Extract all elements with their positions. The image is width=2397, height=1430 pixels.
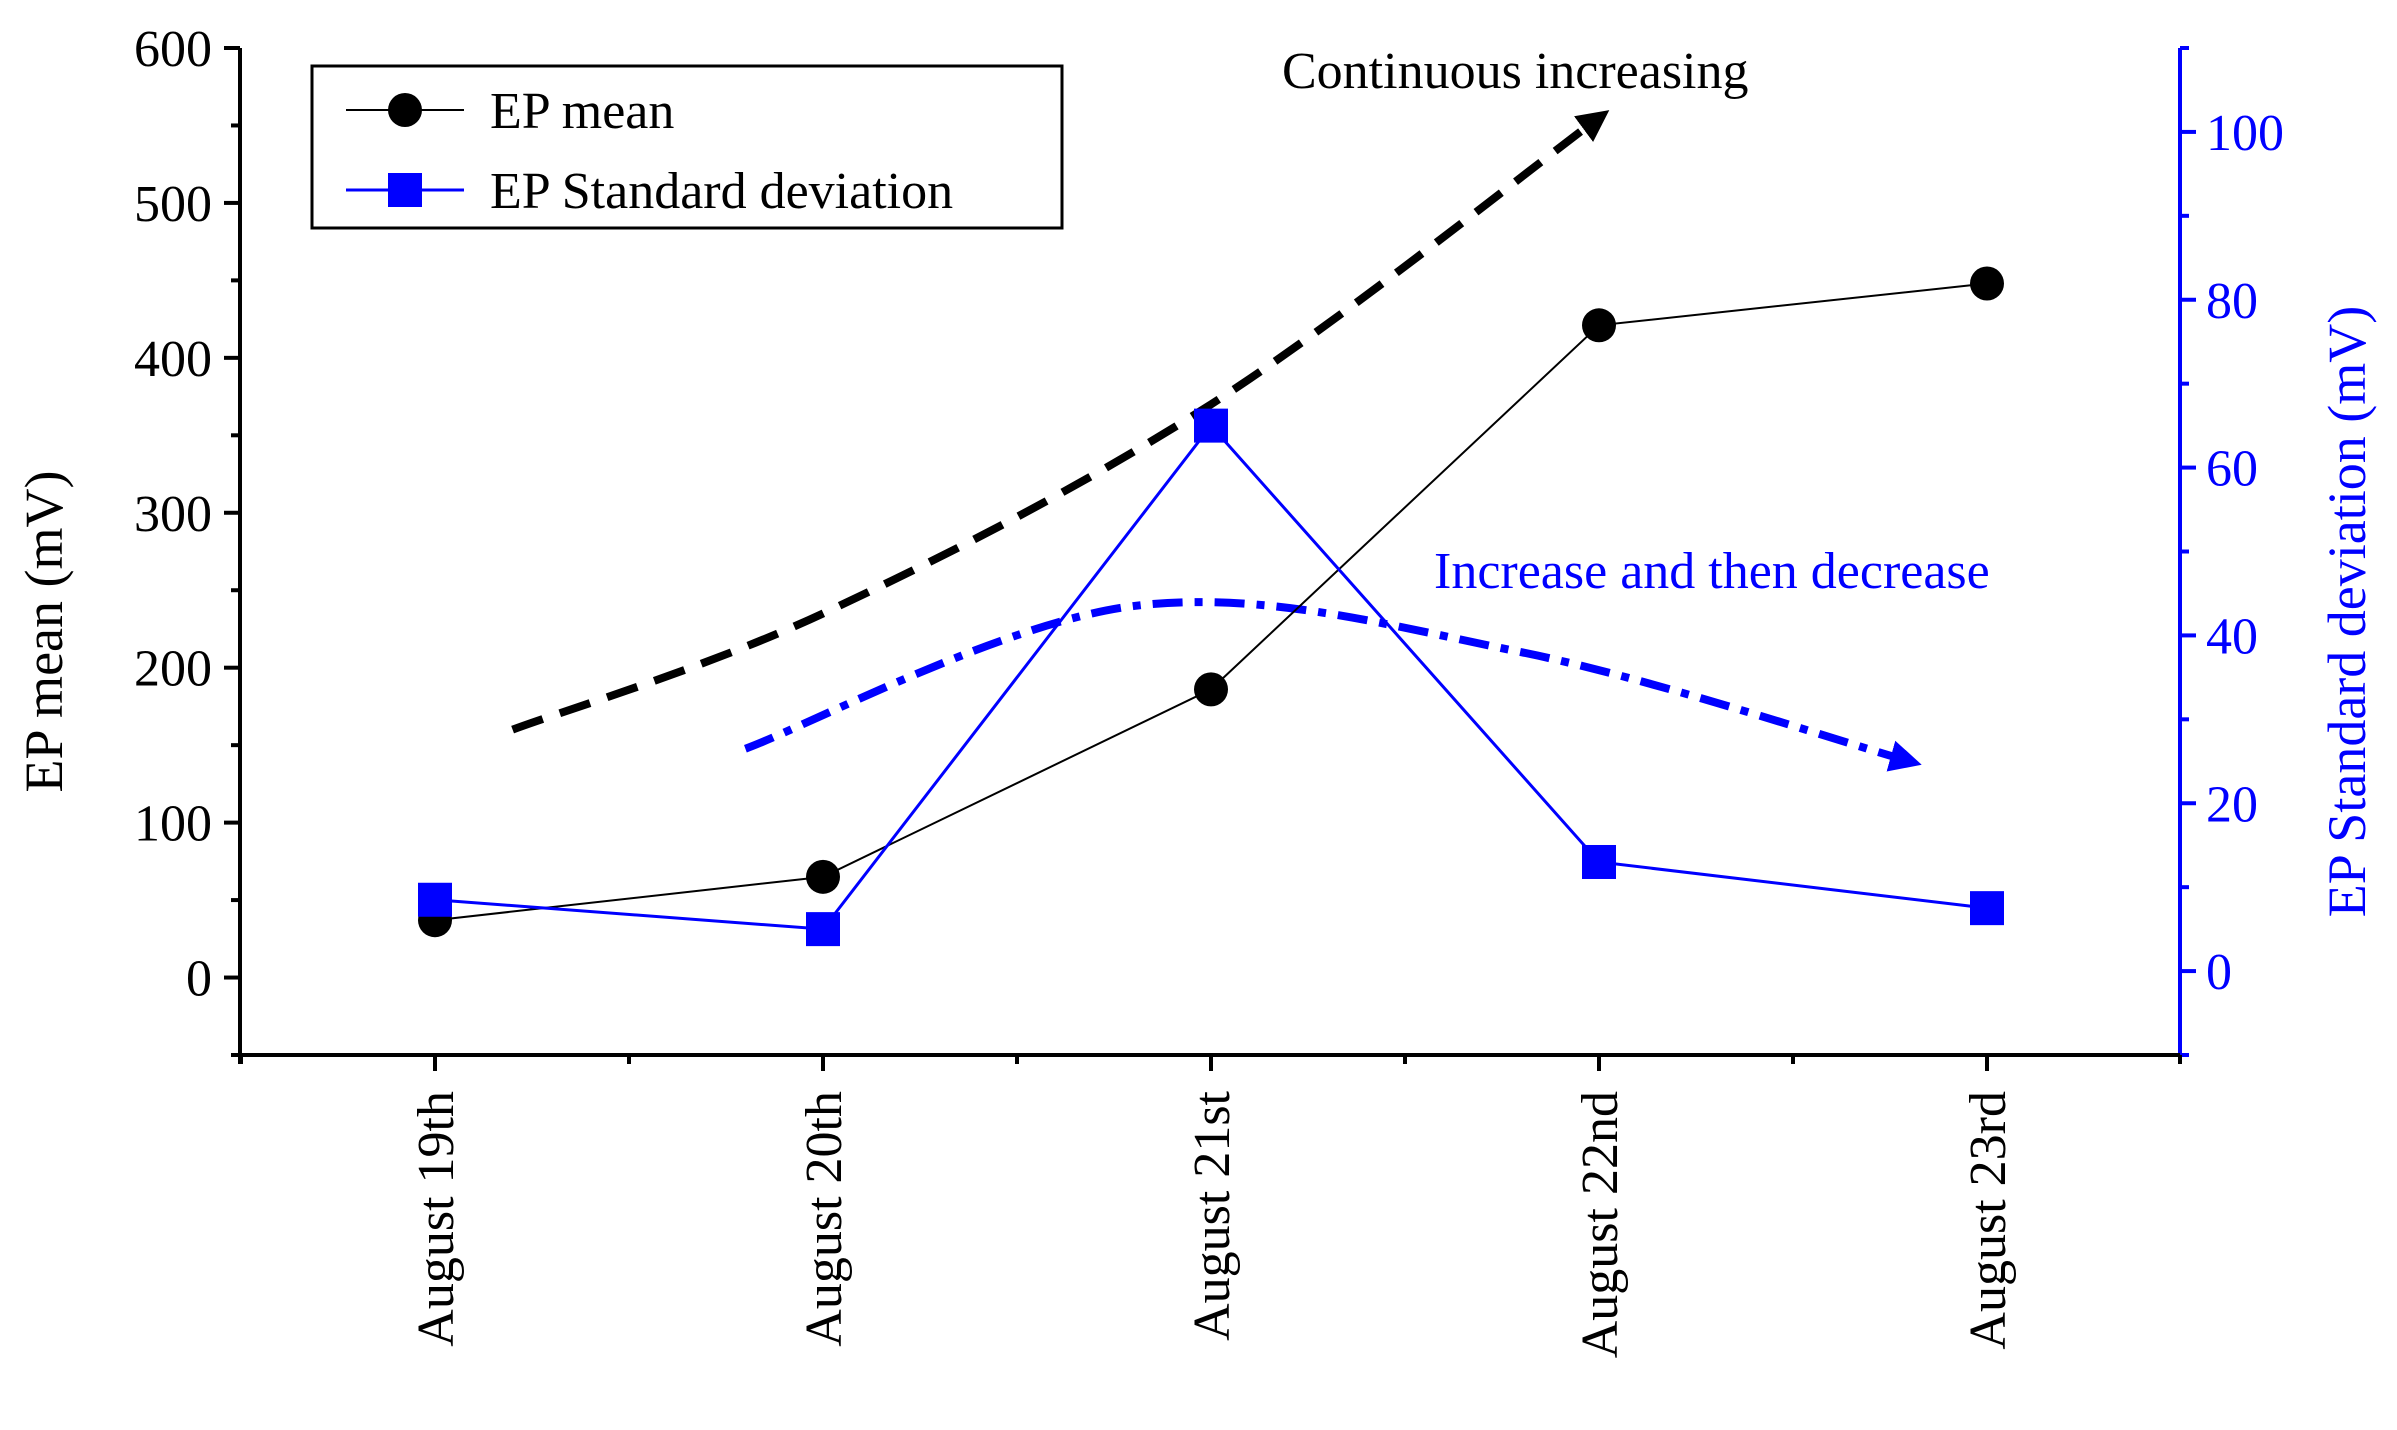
left-tick-label: 200 — [134, 641, 212, 698]
ep-mean-point — [1194, 672, 1228, 707]
axes-layer: 0 100 200 300 400 500 600 0 20 40 60 80 100 August … — [14, 21, 2377, 1358]
legend: EP mean EP Standard deviation — [310, 64, 1064, 230]
bottom-axis-ticks: August 19th August 20th August 21st August … — [238, 1055, 2182, 1358]
category-label: August 23rd — [1960, 1091, 2017, 1350]
ep-std-point — [1582, 844, 1616, 879]
ep-std-point — [418, 882, 452, 917]
increase-then-decrease-arrow — [744, 598, 1922, 772]
ep-mean-point — [1970, 266, 2004, 301]
annotation-layer — [511, 110, 1922, 772]
right-tick-label: 80 — [2206, 273, 2258, 330]
legend-label: EP mean — [490, 83, 674, 140]
right-tick-label: 20 — [2206, 776, 2258, 833]
left-tick-label: 400 — [134, 331, 212, 388]
category-label: August 20th — [796, 1091, 853, 1347]
ep-mean-point — [806, 859, 840, 894]
right-axis-ticks: 0 20 40 60 80 100 — [2180, 46, 2284, 1057]
category-label: August 19th — [408, 1091, 465, 1347]
left-tick-label: 600 — [134, 21, 212, 78]
left-tick-label: 500 — [134, 176, 212, 233]
right-tick-label: 60 — [2206, 441, 2258, 498]
legend-entry: EP Standard deviation — [346, 163, 953, 220]
legend-label: EP Standard deviation — [490, 163, 953, 220]
left-tick-label: 300 — [134, 486, 212, 543]
ep-std-point — [806, 912, 840, 947]
series-layer — [418, 266, 2004, 947]
category-label: August 21st — [1184, 1090, 1241, 1340]
left-axis-ticks: 0 100 200 300 400 500 600 — [134, 21, 240, 1057]
annotation-continuous-increasing: Continuous increasing — [1282, 43, 1749, 100]
annotation-increase-then-decrease: Increase and then decrease — [1434, 543, 1990, 600]
left-tick-label: 100 — [134, 796, 212, 853]
right-tick-label: 100 — [2206, 105, 2284, 162]
category-label: August 22nd — [1572, 1091, 1629, 1358]
left-axis-title: EP mean (mV) — [14, 471, 74, 793]
left-tick-label: 0 — [186, 951, 212, 1008]
continuous-increasing-arrow — [511, 110, 1610, 734]
legend-marker — [388, 93, 422, 127]
series-line-ep-mean — [434, 282, 1988, 922]
ep-mean-point — [1582, 308, 1616, 343]
ep-std-point — [1970, 891, 2004, 926]
right-tick-label: 40 — [2206, 608, 2258, 665]
ep-std-point — [1194, 408, 1228, 443]
legend-marker — [388, 173, 422, 207]
legend-box — [310, 64, 1064, 230]
right-axis-title: EP Standard deviation (mV) — [2317, 306, 2377, 917]
legend-entry: EP mean — [346, 83, 674, 140]
right-tick-label: 0 — [2206, 944, 2232, 1001]
